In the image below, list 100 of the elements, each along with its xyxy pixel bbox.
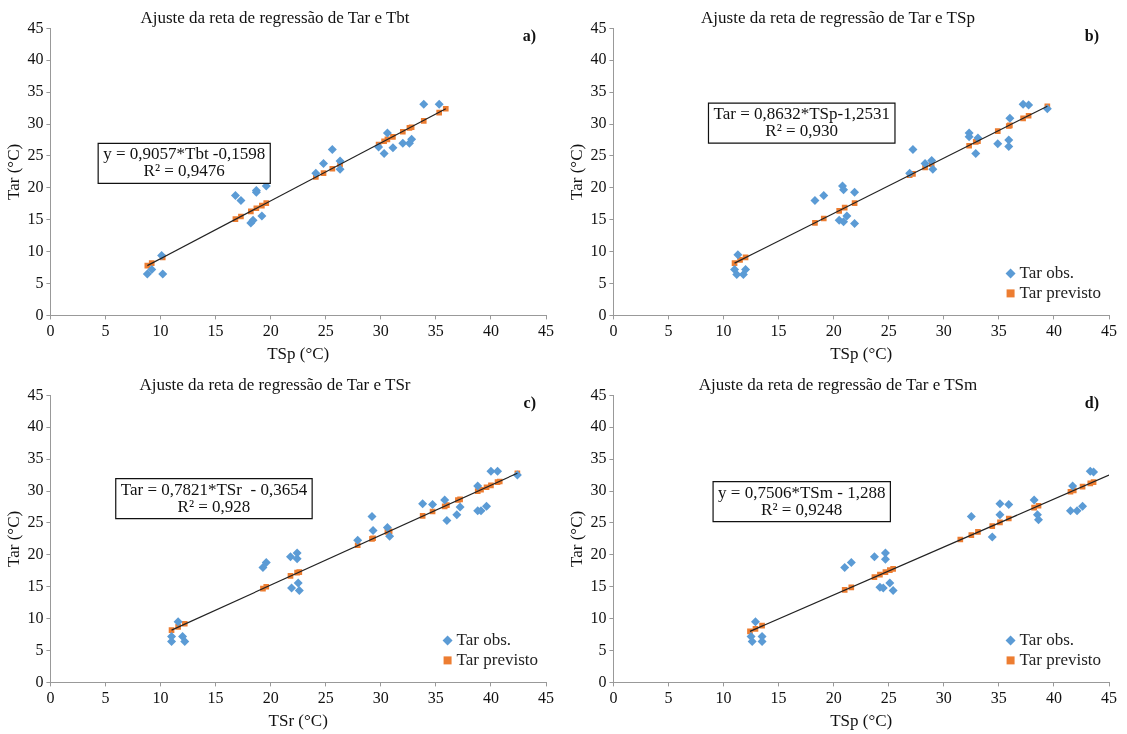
x-tick-label: 35 [990, 689, 1007, 707]
annotation: R² = 0,9248 [761, 499, 843, 519]
y-tick-label: 40 [27, 417, 44, 435]
y-tick-label: 20 [590, 545, 607, 563]
y-tick-label: 15 [27, 576, 44, 594]
annotation: R² = 0,928 [177, 496, 251, 516]
x-tick-label: 0 [46, 689, 55, 707]
legend-label: Tar obs. [456, 629, 512, 649]
y-tick-label: 35 [590, 82, 607, 100]
annotation: Tar = 0,7821*TSr - 0,3654 [120, 479, 308, 499]
y-tick-label: 5 [598, 640, 607, 658]
x-tick-label: 25 [317, 322, 334, 340]
y-tick-label: 5 [598, 273, 607, 291]
y-tick-label: 40 [27, 50, 44, 68]
y-tick-label: 25 [590, 146, 607, 164]
x-tick-label: 20 [825, 322, 842, 340]
chart-title: Ajuste da reta de regressão de Tar e TSr [139, 374, 411, 394]
x-tick-label: 20 [825, 689, 842, 707]
y-tick-label: 35 [590, 449, 607, 467]
annotation: c) [523, 393, 536, 412]
y-tick-label: 10 [590, 241, 607, 259]
x-tick-label: 0 [609, 689, 618, 707]
x-tick-label: 10 [715, 689, 732, 707]
legend-label: Tar previsto [456, 649, 539, 669]
x-tick-label: 0 [46, 322, 55, 340]
y-tick-label: 45 [590, 18, 607, 36]
y-tick-label: 30 [27, 114, 44, 132]
annotation: d) [1084, 393, 1099, 412]
x-axis-title: TSp (°C) [267, 344, 330, 364]
annotation: y = 0,9057*Tbt -0,1598 [103, 144, 266, 164]
legend-label: Tar previsto [1019, 282, 1102, 302]
x-tick-label: 5 [664, 322, 673, 340]
x-tick-label: 30 [372, 322, 389, 340]
x-tick-label: 45 [1101, 689, 1117, 707]
y-tick-label: 45 [590, 385, 607, 403]
y-axis-title: Tar (°C) [566, 143, 586, 200]
x-tick-label: 0 [609, 322, 618, 340]
y-tick-label: 0 [35, 672, 44, 690]
x-tick-label: 40 [1045, 322, 1062, 340]
y-tick-label: 45 [27, 385, 44, 403]
legend-label: Tar obs. [1019, 629, 1075, 649]
chart-title: Ajuste da reta de regressão de Tar e TSp [701, 7, 975, 27]
x-tick-label: 30 [935, 322, 952, 340]
y-tick-label: 20 [590, 178, 607, 196]
legend-label: Tar obs. [1019, 262, 1075, 282]
x-tick-label: 10 [152, 689, 169, 707]
x-tick-label: 40 [482, 322, 499, 340]
x-tick-label: 30 [935, 689, 952, 707]
y-tick-label: 10 [27, 241, 44, 259]
x-tick-label: 30 [372, 689, 389, 707]
y-tick-label: 25 [27, 146, 44, 164]
y-axis-title: Tar (°C) [3, 143, 23, 200]
x-tick-label: 20 [262, 689, 279, 707]
y-tick-label: 15 [590, 576, 607, 594]
x-tick-label: 45 [538, 689, 554, 707]
y-tick-label: 40 [590, 417, 607, 435]
x-tick-label: 40 [482, 689, 499, 707]
y-tick-label: 35 [27, 449, 44, 467]
x-tick-label: 10 [715, 322, 732, 340]
x-tick-label: 15 [207, 689, 224, 707]
x-tick-label: 15 [207, 322, 224, 340]
y-tick-label: 15 [590, 209, 607, 227]
x-tick-label: 40 [1045, 689, 1062, 707]
y-tick-label: 30 [590, 114, 607, 132]
x-tick-label: 5 [101, 322, 110, 340]
x-tick-label: 5 [101, 689, 110, 707]
x-tick-label: 35 [427, 689, 444, 707]
chart-title: Ajuste da reta de regressão de Tar e Tbt [140, 7, 410, 27]
x-tick-label: 15 [770, 689, 787, 707]
x-tick-label: 25 [317, 689, 334, 707]
x-tick-label: 45 [538, 322, 554, 340]
x-tick-label: 35 [990, 322, 1007, 340]
x-tick-label: 45 [1101, 322, 1117, 340]
y-tick-label: 5 [35, 640, 44, 658]
x-tick-label: 5 [664, 689, 673, 707]
x-axis-title: TSp (°C) [830, 344, 893, 364]
y-tick-label: 10 [27, 608, 44, 626]
legend-label: Tar previsto [1019, 649, 1102, 669]
y-tick-label: 20 [27, 545, 44, 563]
x-tick-label: 10 [152, 322, 169, 340]
y-tick-label: 45 [27, 18, 44, 36]
x-tick-label: 25 [880, 689, 897, 707]
y-axis-title: Tar (°C) [3, 510, 23, 567]
y-tick-label: 10 [590, 608, 607, 626]
y-tick-label: 40 [590, 50, 607, 68]
annotation: a) [522, 26, 536, 45]
chart-title: Ajuste da reta de regressão de Tar e TSm [698, 374, 978, 394]
y-tick-label: 0 [598, 305, 607, 323]
x-axis-title: TSp (°C) [830, 711, 893, 731]
x-tick-label: 35 [427, 322, 444, 340]
y-tick-label: 20 [27, 178, 44, 196]
annotation: b) [1084, 26, 1099, 45]
annotation: y = 0,7506*TSm - 1,288 [718, 482, 886, 502]
y-tick-label: 25 [27, 513, 44, 531]
annotation: Tar = 0,8632*TSp-1,2531 [713, 104, 890, 124]
x-tick-label: 25 [880, 322, 897, 340]
y-tick-label: 0 [35, 305, 44, 323]
annotation: R² = 0,9476 [143, 161, 225, 181]
y-tick-label: 5 [35, 273, 44, 291]
y-axis-title: Tar (°C) [566, 510, 586, 567]
